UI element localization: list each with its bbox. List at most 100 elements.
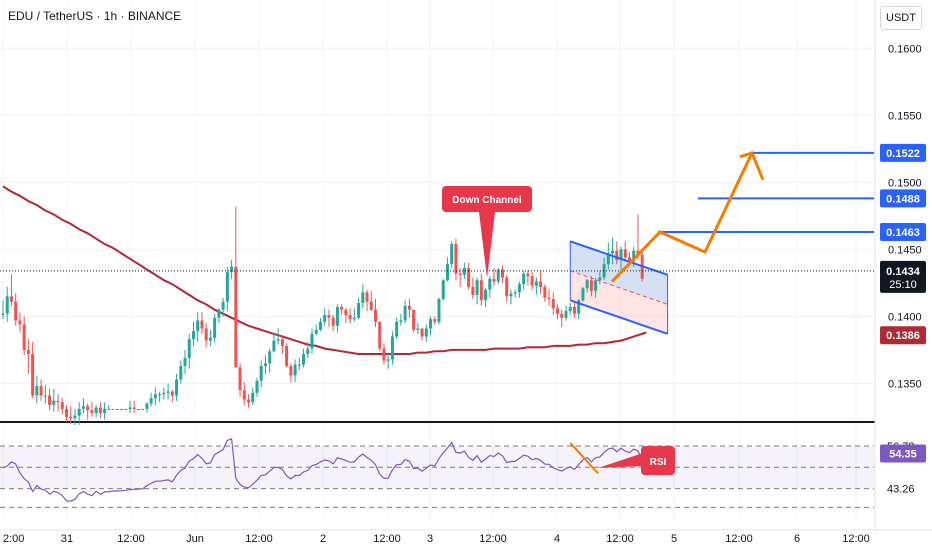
candle-body	[560, 313, 564, 318]
candle-body	[115, 408, 119, 410]
candle-body	[263, 363, 267, 367]
candle-body	[539, 281, 543, 287]
rsi-callout[interactable]	[641, 446, 675, 475]
candle-body	[361, 292, 365, 304]
candle-body	[259, 366, 263, 381]
candle-body	[509, 293, 513, 297]
channel-midline	[570, 270, 668, 305]
candle-body	[242, 390, 246, 400]
candle-body	[598, 277, 602, 281]
candle-body	[302, 353, 306, 365]
pane-separator[interactable]	[0, 421, 932, 423]
candle-body	[357, 303, 361, 318]
candle-body	[52, 400, 56, 405]
time-tick-label: 12:00	[479, 533, 507, 545]
candle-body	[141, 408, 145, 410]
candle-body	[611, 250, 615, 254]
time-tick-label: 12:00	[606, 533, 634, 545]
rsi-callout-label: RSI	[650, 457, 667, 468]
candle-body	[60, 402, 64, 409]
candle-body	[606, 253, 610, 265]
candle-body	[462, 268, 466, 275]
candle-body	[420, 328, 424, 337]
time-tick-label: 31	[61, 533, 73, 545]
time-tick-label: 2:00	[3, 533, 24, 545]
candle-body	[556, 308, 560, 314]
time-tick-label: 5	[671, 533, 677, 545]
projection-arrowhead	[739, 150, 765, 181]
candle-body	[458, 273, 462, 275]
candle-body	[433, 319, 437, 322]
candle-body	[208, 337, 212, 341]
candle-body	[386, 359, 390, 361]
candle-body	[204, 328, 208, 341]
candle-body	[632, 250, 636, 262]
candle-body	[471, 286, 475, 295]
down-channel-callout[interactable]	[442, 186, 532, 212]
candle-body	[81, 406, 85, 409]
candle-body	[158, 394, 162, 396]
channel-upper-line[interactable]	[569, 240, 668, 276]
rsi-value-badge	[880, 444, 926, 463]
projection-path[interactable]	[610, 152, 754, 283]
candle-body	[225, 272, 229, 302]
candle-body	[534, 281, 538, 286]
channel-lower-line[interactable]	[569, 299, 668, 335]
candle-body	[103, 408, 107, 413]
candle-body	[484, 289, 488, 301]
time-tick-label: 12:00	[842, 533, 870, 545]
candle-body	[56, 400, 60, 403]
candle-body	[437, 298, 441, 322]
time-tick-label: 12:00	[245, 533, 273, 545]
current-price-label: 0.1434	[886, 266, 921, 278]
candle-body	[187, 339, 191, 358]
price-level-badge	[880, 143, 926, 162]
price-tick-label: 0.1500	[888, 177, 922, 189]
rsi-line	[2, 437, 643, 502]
candle-body	[48, 395, 52, 405]
price-level-badge	[880, 222, 926, 241]
candle-body	[39, 386, 43, 396]
candle-body	[191, 331, 195, 340]
candle-body	[272, 340, 276, 352]
candle-body	[619, 249, 623, 261]
candle-body	[9, 296, 13, 302]
candle-body	[98, 407, 102, 413]
candle-body	[175, 379, 179, 396]
candle-body	[107, 408, 111, 410]
price-level-badge-label: 0.1522	[886, 148, 920, 160]
candle-body	[293, 364, 297, 376]
rsi-divergence-line[interactable]	[569, 442, 599, 474]
candle-body	[43, 395, 47, 397]
time-tick-label: 12:00	[725, 533, 753, 545]
candle-body	[64, 408, 68, 417]
price-tick-label: 0.1350	[888, 378, 922, 390]
candle-body	[166, 391, 170, 393]
candle-body	[111, 408, 115, 410]
candle-body	[238, 367, 242, 391]
candle-body	[310, 333, 314, 349]
candle-body	[568, 307, 572, 312]
candle-body	[445, 264, 449, 281]
time-tick-label: 2	[320, 533, 326, 545]
currency-unit-button[interactable]: USDT	[880, 6, 922, 30]
candle-body	[323, 315, 327, 322]
candle-body	[289, 366, 293, 376]
candle-body	[234, 266, 238, 368]
time-axis-background	[0, 530, 932, 550]
candle-body	[429, 319, 433, 329]
time-tick-label: 4	[554, 533, 560, 545]
price-tick-label: 0.1450	[888, 244, 922, 256]
candle-body	[348, 315, 352, 320]
candle-body	[479, 280, 483, 301]
candle-body	[564, 311, 568, 318]
time-tick-label: Jun	[186, 533, 204, 545]
candle-body	[268, 351, 272, 364]
candle-body	[153, 394, 157, 399]
price-tick-label: 0.1400	[888, 311, 922, 323]
candle-body	[378, 321, 382, 349]
candle-body	[543, 286, 547, 298]
candle-body	[475, 280, 479, 295]
